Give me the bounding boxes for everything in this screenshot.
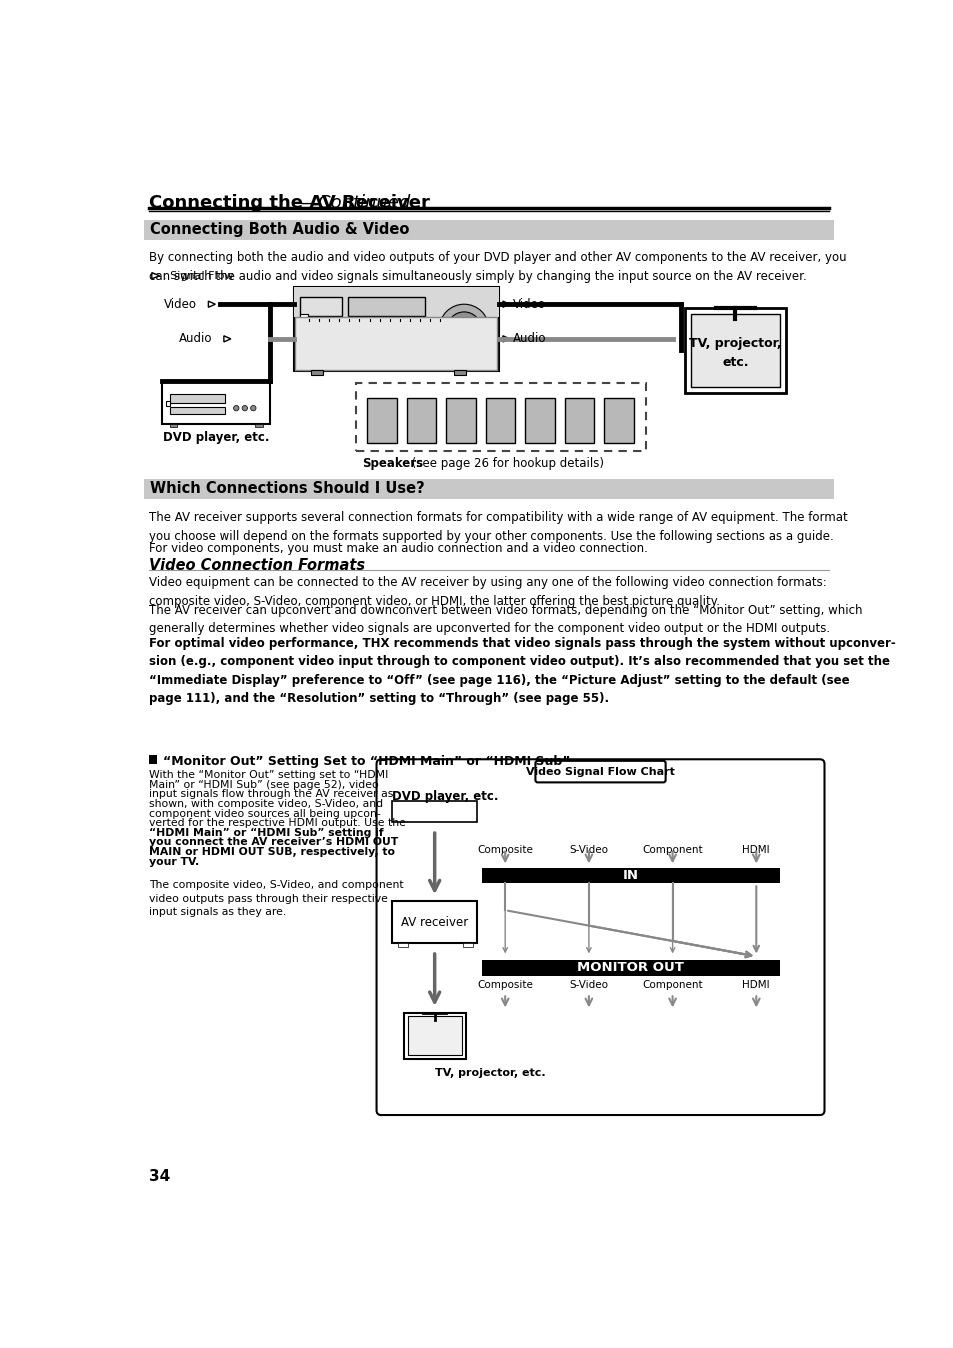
Text: The AV receiver supports several connection formats for compatibility with a wid: The AV receiver supports several connect… bbox=[149, 511, 846, 543]
Text: Audio: Audio bbox=[513, 333, 546, 345]
Text: Composite: Composite bbox=[476, 980, 533, 989]
FancyBboxPatch shape bbox=[299, 297, 342, 315]
Text: your TV.: your TV. bbox=[149, 857, 199, 867]
Text: S-Video: S-Video bbox=[569, 980, 608, 989]
FancyBboxPatch shape bbox=[294, 287, 498, 371]
Text: TV, projector, etc.: TV, projector, etc. bbox=[435, 1068, 545, 1078]
FancyBboxPatch shape bbox=[162, 381, 270, 423]
Text: Composite: Composite bbox=[476, 845, 533, 855]
FancyBboxPatch shape bbox=[170, 395, 225, 403]
Text: Which Connections Should I Use?: Which Connections Should I Use? bbox=[150, 480, 424, 496]
Circle shape bbox=[233, 406, 239, 411]
Text: Audio: Audio bbox=[178, 333, 212, 345]
Text: Video: Video bbox=[164, 298, 196, 310]
FancyBboxPatch shape bbox=[691, 314, 779, 387]
Text: HDMI: HDMI bbox=[741, 980, 769, 989]
Circle shape bbox=[455, 319, 473, 338]
Text: : Signal Flow: : Signal Flow bbox=[162, 271, 233, 280]
Text: component video sources all being upcon-: component video sources all being upcon- bbox=[149, 809, 380, 818]
Text: TV, projector,
etc.: TV, projector, etc. bbox=[688, 337, 781, 369]
FancyBboxPatch shape bbox=[311, 371, 323, 375]
Circle shape bbox=[439, 305, 488, 353]
FancyBboxPatch shape bbox=[170, 407, 225, 414]
FancyBboxPatch shape bbox=[535, 760, 665, 782]
Text: IN: IN bbox=[622, 869, 639, 882]
Text: With the “Monitor Out” setting set to “HDMI: With the “Monitor Out” setting set to “H… bbox=[149, 770, 388, 780]
FancyBboxPatch shape bbox=[144, 479, 833, 499]
Text: “Monitor Out” Setting Set to “HDMI Main” or “HDMI Sub”: “Monitor Out” Setting Set to “HDMI Main”… bbox=[162, 755, 570, 767]
FancyBboxPatch shape bbox=[406, 398, 436, 442]
FancyBboxPatch shape bbox=[481, 868, 779, 883]
Text: For optimal video performance, THX recommends that video signals pass through th: For optimal video performance, THX recom… bbox=[149, 636, 895, 705]
FancyBboxPatch shape bbox=[403, 1012, 465, 1058]
Text: Video Connection Formats: Video Connection Formats bbox=[149, 558, 364, 573]
Text: Component: Component bbox=[641, 980, 702, 989]
Text: S-Video: S-Video bbox=[569, 845, 608, 855]
Text: For video components, you must make an audio connection and a video connection.: For video components, you must make an a… bbox=[149, 542, 647, 555]
FancyBboxPatch shape bbox=[376, 759, 823, 1115]
FancyBboxPatch shape bbox=[525, 398, 555, 442]
Text: Video Signal Flow Chart: Video Signal Flow Chart bbox=[525, 767, 675, 776]
FancyBboxPatch shape bbox=[454, 371, 466, 375]
Circle shape bbox=[447, 311, 480, 346]
Text: Component: Component bbox=[641, 845, 702, 855]
FancyBboxPatch shape bbox=[485, 398, 515, 442]
FancyBboxPatch shape bbox=[149, 755, 157, 764]
Text: By connecting both the audio and video outputs of your DVD player and other AV c: By connecting both the audio and video o… bbox=[149, 251, 845, 283]
Text: AV receiver: AV receiver bbox=[400, 915, 468, 929]
Text: The AV receiver can upconvert and downconvert between video formats, depending o: The AV receiver can upconvert and downco… bbox=[149, 604, 862, 635]
FancyBboxPatch shape bbox=[367, 398, 396, 442]
FancyBboxPatch shape bbox=[397, 944, 407, 948]
Text: Speakers: Speakers bbox=[361, 457, 422, 469]
Text: Video equipment can be connected to the AV receiver by using any one of the foll: Video equipment can be connected to the … bbox=[149, 576, 825, 608]
FancyBboxPatch shape bbox=[392, 801, 476, 822]
Text: MONITOR OUT: MONITOR OUT bbox=[577, 961, 683, 975]
FancyBboxPatch shape bbox=[446, 398, 476, 442]
FancyBboxPatch shape bbox=[166, 402, 171, 406]
FancyBboxPatch shape bbox=[294, 287, 498, 317]
Text: shown, with composite video, S-Video, and: shown, with composite video, S-Video, an… bbox=[149, 799, 382, 809]
Text: —Continued: —Continued bbox=[299, 194, 410, 212]
FancyBboxPatch shape bbox=[684, 309, 785, 392]
FancyBboxPatch shape bbox=[170, 423, 177, 426]
Circle shape bbox=[251, 406, 255, 411]
FancyBboxPatch shape bbox=[407, 1016, 461, 1055]
FancyBboxPatch shape bbox=[299, 314, 307, 322]
Text: MAIN or HDMI OUT SUB, respectively, to: MAIN or HDMI OUT SUB, respectively, to bbox=[149, 847, 395, 857]
Text: Main” or “HDMI Sub” (see page 52), video: Main” or “HDMI Sub” (see page 52), video bbox=[149, 779, 378, 790]
Text: 34: 34 bbox=[149, 1169, 170, 1184]
FancyBboxPatch shape bbox=[463, 944, 472, 948]
FancyBboxPatch shape bbox=[604, 398, 633, 442]
Text: (see page 26 for hookup details): (see page 26 for hookup details) bbox=[407, 457, 603, 469]
FancyBboxPatch shape bbox=[144, 220, 833, 240]
FancyBboxPatch shape bbox=[294, 317, 497, 369]
Text: HDMI: HDMI bbox=[741, 845, 769, 855]
FancyBboxPatch shape bbox=[564, 398, 594, 442]
FancyBboxPatch shape bbox=[254, 423, 262, 426]
Text: input signals flow through the AV receiver as: input signals flow through the AV receiv… bbox=[149, 790, 393, 799]
Circle shape bbox=[460, 326, 467, 332]
Text: DVD player, etc.: DVD player, etc. bbox=[392, 790, 498, 803]
Text: Connecting Both Audio & Video: Connecting Both Audio & Video bbox=[150, 222, 409, 237]
FancyBboxPatch shape bbox=[348, 297, 425, 315]
FancyBboxPatch shape bbox=[392, 900, 476, 944]
Text: “HDMI Main” or “HDMI Sub” setting if: “HDMI Main” or “HDMI Sub” setting if bbox=[149, 828, 383, 838]
Text: verted for the respective HDMI output. Use the: verted for the respective HDMI output. U… bbox=[149, 818, 405, 828]
Text: you connect the AV receiver’s HDMI OUT: you connect the AV receiver’s HDMI OUT bbox=[149, 837, 397, 848]
Circle shape bbox=[242, 406, 247, 411]
Text: Video: Video bbox=[513, 298, 545, 310]
Text: DVD player, etc.: DVD player, etc. bbox=[163, 431, 269, 445]
FancyBboxPatch shape bbox=[481, 960, 779, 976]
Text: Connecting the AV Receiver: Connecting the AV Receiver bbox=[149, 194, 429, 212]
FancyBboxPatch shape bbox=[355, 383, 645, 450]
Text: The composite video, S-Video, and component
video outputs pass through their res: The composite video, S-Video, and compon… bbox=[149, 880, 403, 918]
